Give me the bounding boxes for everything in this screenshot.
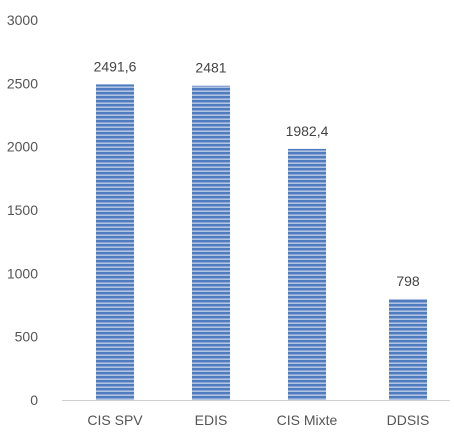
bar-value-label: 798: [396, 273, 420, 289]
bar-value-label: 2491,6: [94, 58, 137, 74]
y-tick-label: 0: [30, 392, 38, 408]
y-tick-label: 2500: [7, 75, 38, 91]
data-labels: 2491,6 2481 1982,4 798: [94, 58, 420, 289]
bar-value-label: 1982,4: [286, 123, 329, 139]
bar: [96, 84, 134, 400]
x-category-label: CIS SPV: [87, 412, 143, 428]
y-tick-label: 2000: [7, 139, 38, 155]
x-category-label: DDSIS: [387, 412, 430, 428]
bar: [288, 148, 326, 400]
x-axis-category-labels: CIS SPV EDIS CIS Mixte DDSIS: [87, 412, 429, 428]
y-tick-label: 1500: [7, 202, 38, 218]
y-axis-ticks: 0 500 1000 1500 2000 2500 3000: [7, 12, 38, 408]
y-tick-label: 500: [15, 329, 39, 345]
bar: [192, 85, 230, 401]
y-tick-label: 1000: [7, 265, 38, 281]
bar: [389, 298, 427, 400]
x-category-label: EDIS: [195, 412, 228, 428]
y-tick-label: 3000: [7, 12, 38, 28]
x-category-label: CIS Mixte: [277, 412, 338, 428]
bars: [96, 84, 427, 401]
bar-value-label: 2481: [195, 60, 226, 76]
